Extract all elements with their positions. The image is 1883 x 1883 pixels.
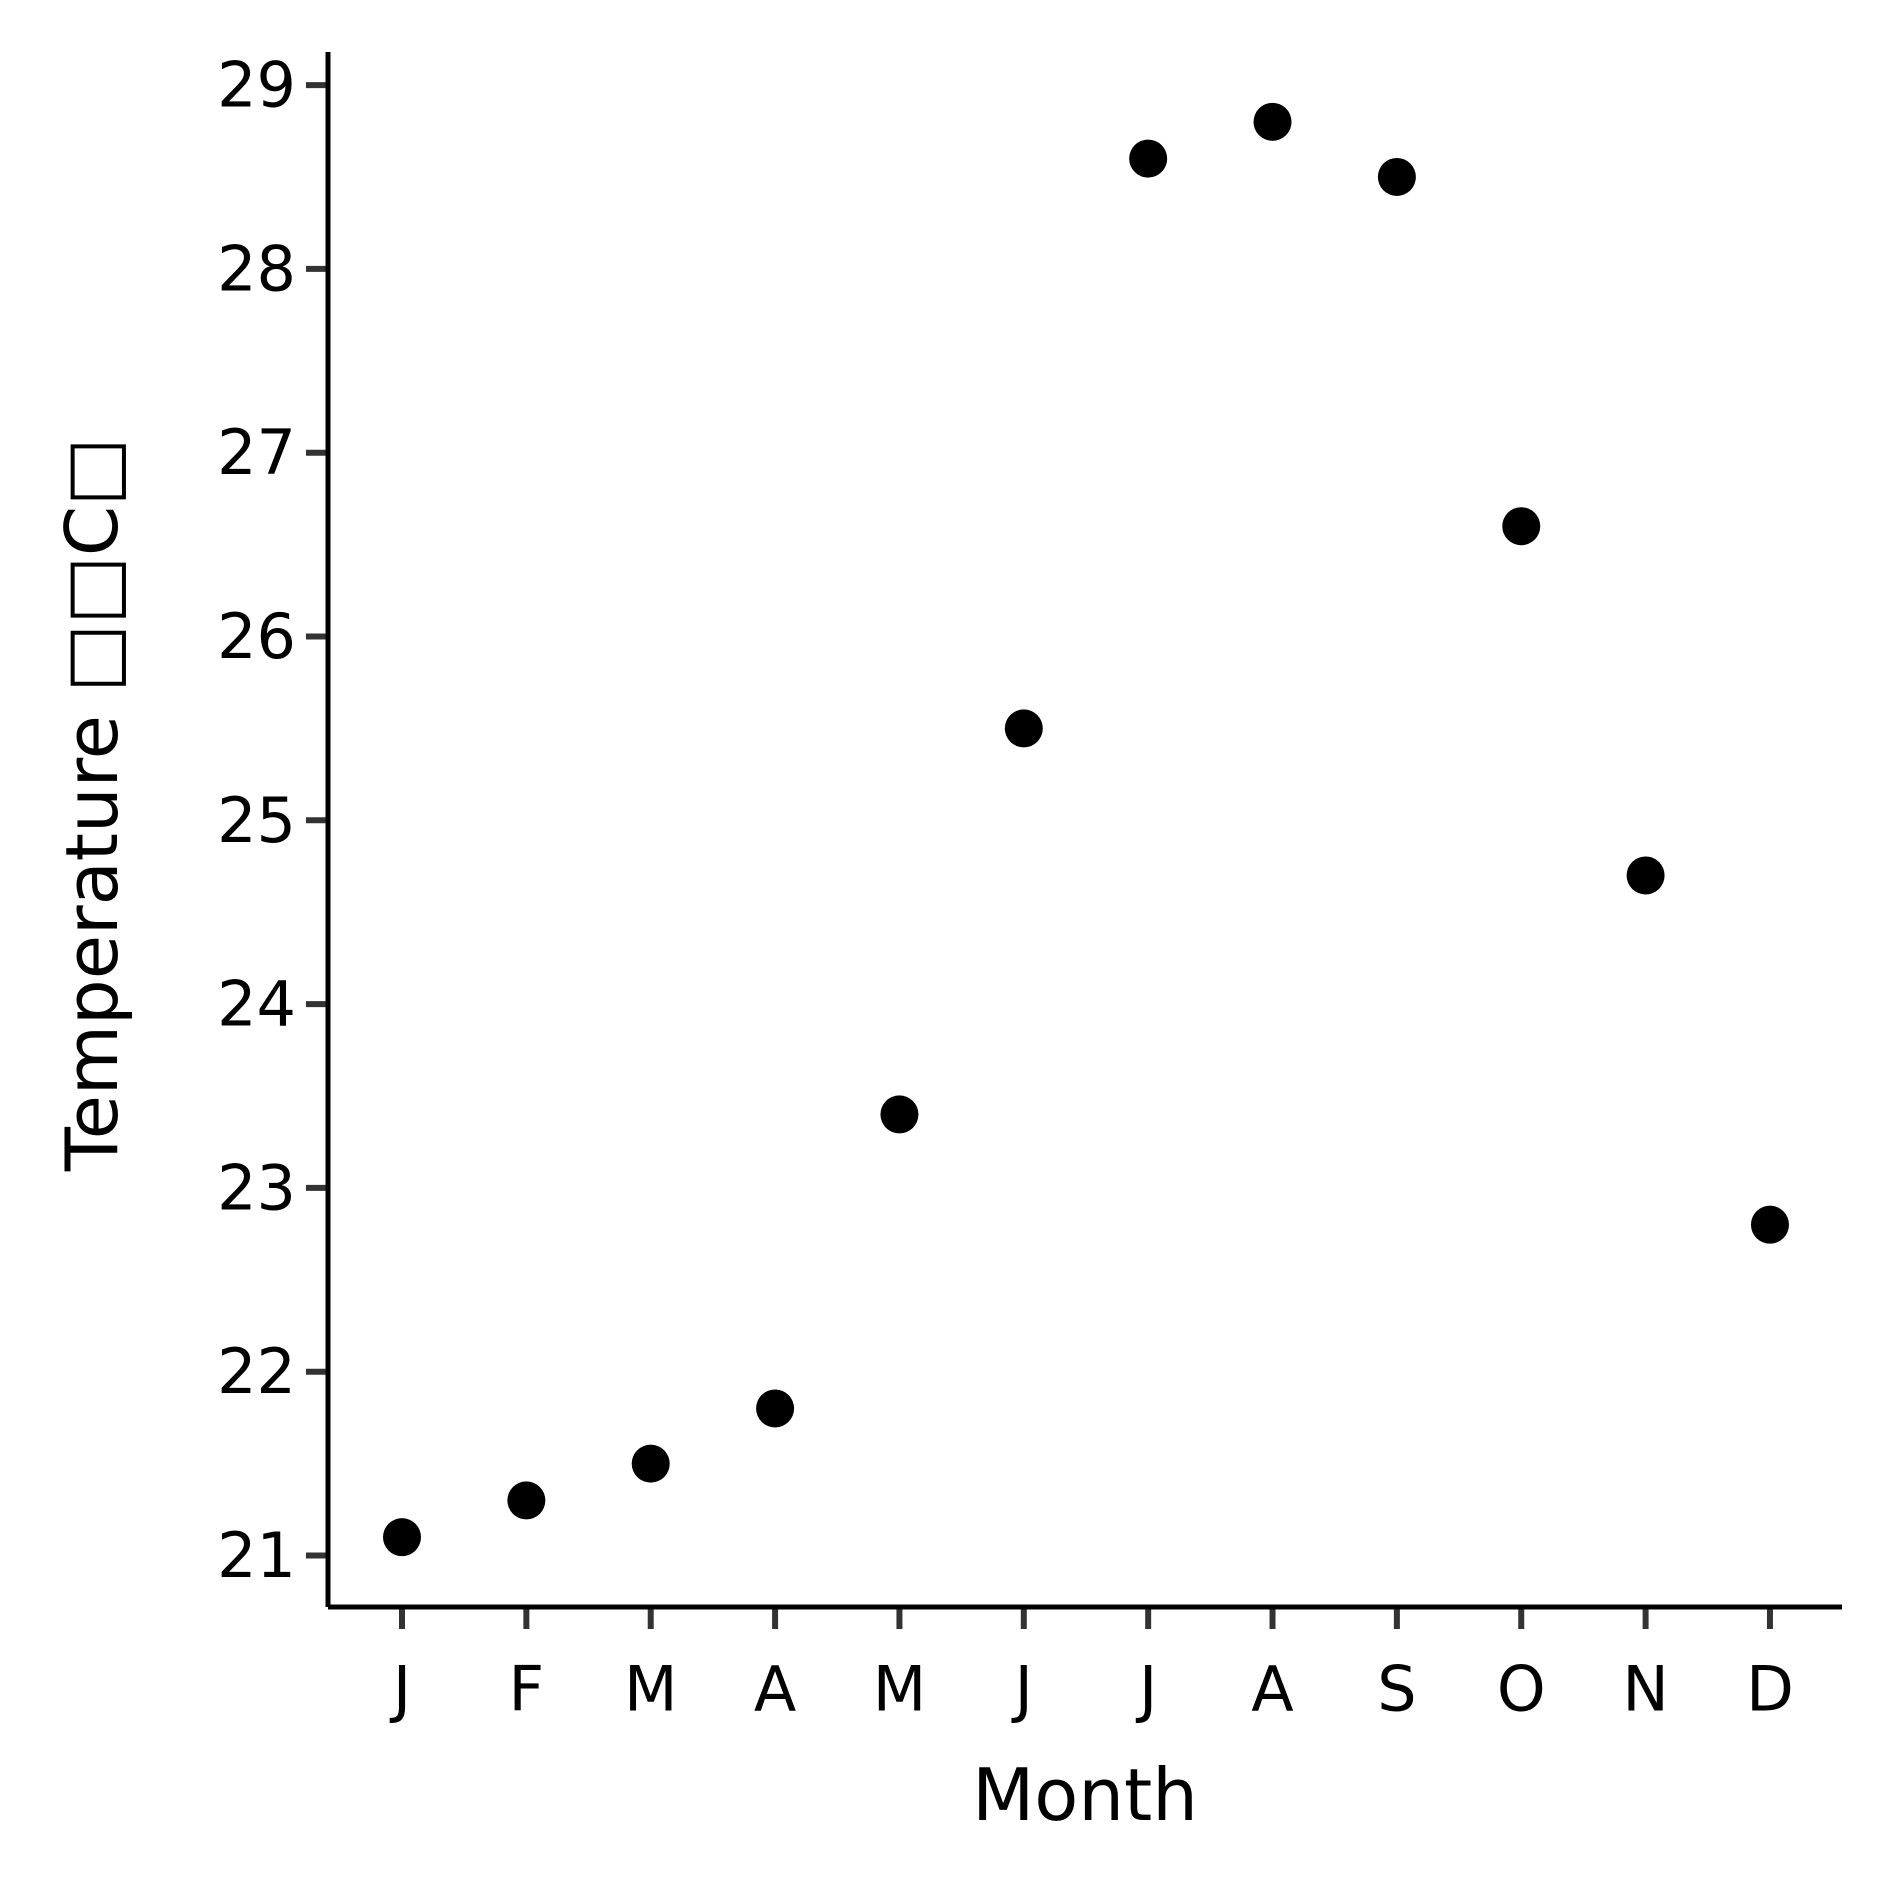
y-tick-label: 23 — [217, 1151, 296, 1224]
data-point — [880, 1095, 919, 1134]
x-tick-label: M — [624, 1653, 678, 1726]
x-tick-label: A — [1251, 1653, 1293, 1726]
y-axis-ticks: 21 22 23 24 25 26 27 28 29 — [217, 49, 328, 1592]
x-tick-label: S — [1377, 1653, 1416, 1726]
data-point — [1129, 139, 1168, 178]
x-tick-label: D — [1746, 1653, 1794, 1726]
y-tick-label: 21 — [217, 1519, 296, 1592]
x-tick-label: J — [1011, 1653, 1033, 1726]
data-point — [1750, 1205, 1789, 1244]
y-axis-title: Temperature □□C□ — [50, 438, 134, 1172]
x-tick-label: N — [1622, 1653, 1668, 1726]
x-tick-label: J — [389, 1653, 411, 1726]
y-tick-label: 24 — [217, 968, 296, 1041]
y-tick-label: 27 — [217, 416, 296, 489]
data-point — [383, 1518, 421, 1557]
x-tick-label: F — [509, 1653, 545, 1726]
x-tick-label: A — [754, 1653, 796, 1726]
data-point — [1377, 157, 1416, 196]
data-point — [756, 1389, 795, 1428]
y-tick-label: 29 — [217, 49, 296, 122]
data-points — [383, 102, 1789, 1557]
y-tick-label: 28 — [217, 232, 296, 305]
x-tick-label: M — [873, 1653, 927, 1726]
y-tick-label: 25 — [217, 784, 296, 857]
x-axis-title: Month — [972, 1753, 1198, 1837]
x-tick-label: O — [1497, 1653, 1546, 1726]
data-point — [1253, 102, 1292, 141]
data-point — [1004, 709, 1043, 748]
data-point — [1502, 507, 1541, 546]
data-point — [631, 1444, 670, 1483]
y-tick-label: 22 — [217, 1335, 296, 1408]
y-tick-label: 26 — [217, 600, 296, 673]
x-tick-label: J — [1135, 1653, 1157, 1726]
data-point — [507, 1481, 546, 1520]
data-point — [1626, 856, 1665, 895]
